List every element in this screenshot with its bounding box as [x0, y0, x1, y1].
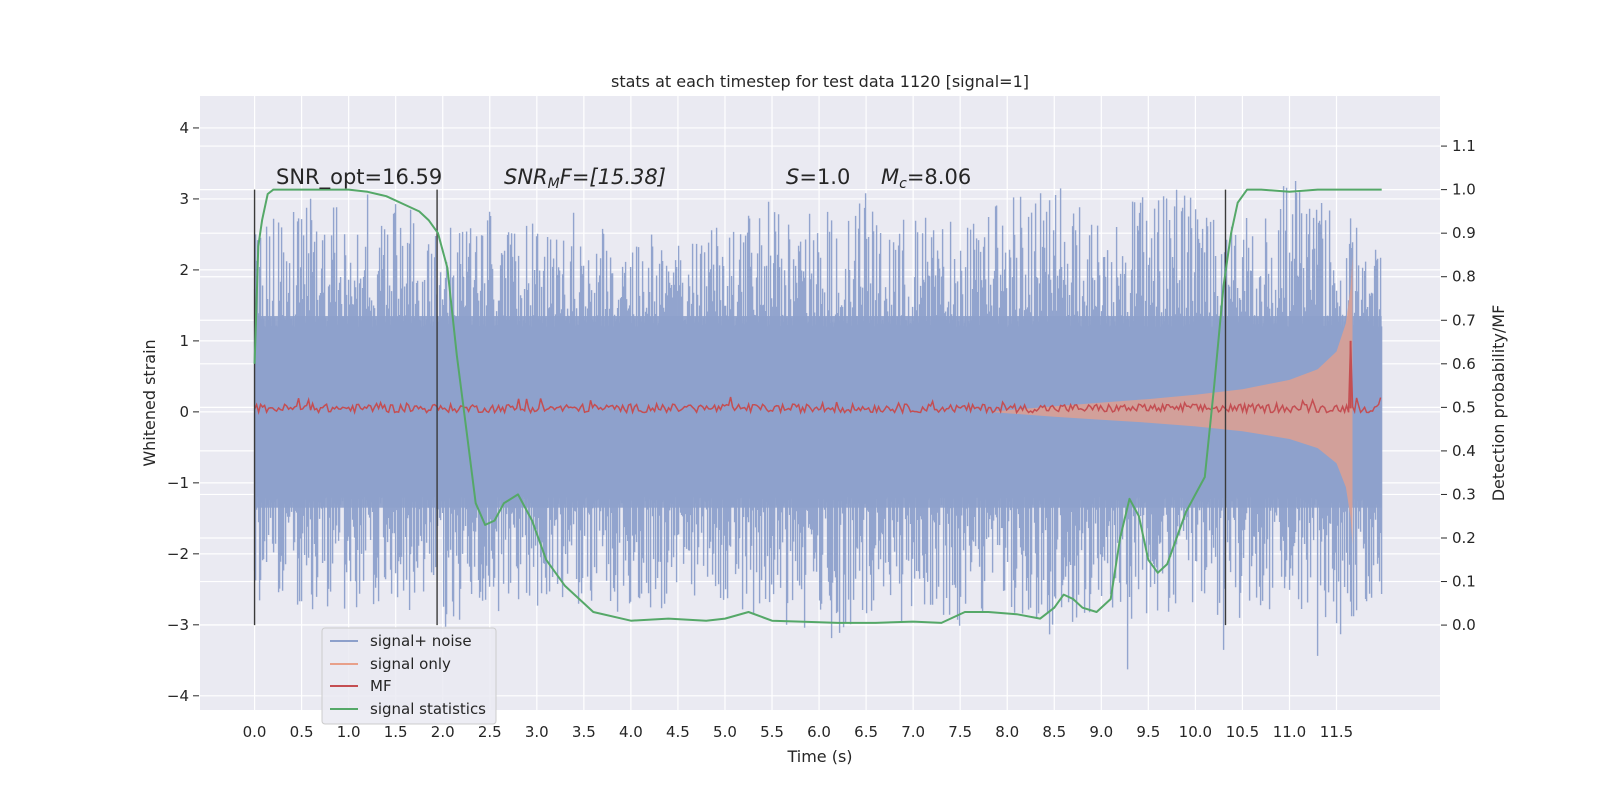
x-tick-label: 0.0 — [243, 723, 267, 741]
signal-only-series — [988, 255, 1353, 545]
x-tick-label: 5.5 — [760, 723, 784, 741]
mf-line — [253, 340, 1382, 416]
mf-series — [253, 340, 1382, 416]
x-tick-label: 8.0 — [995, 723, 1019, 741]
annotation-snr-mf: SNRMF=[15.38] — [504, 165, 666, 192]
x-tick-label: 1.5 — [384, 723, 408, 741]
annotation-mc: Mc=8.06 — [881, 165, 971, 192]
x-tick-label: 11.5 — [1320, 723, 1353, 741]
x-tick-label: 11.0 — [1273, 723, 1306, 741]
legend-label-mf: MF — [370, 677, 392, 695]
y2-tick-label: 0.2 — [1452, 529, 1476, 547]
legend-box — [321, 627, 497, 725]
legend: signal+ noise signal only MF signal stat… — [321, 627, 497, 725]
y-axis-right: 1.1 1.0 0.9 0.8 0.7 0.6 0.5 0.4 0.3 0.2 0.1 0.0 — [1441, 137, 1476, 634]
legend-label-signal-statistics: signal statistics — [370, 700, 486, 718]
signal-statistics-series — [253, 188, 1382, 624]
chart-title: stats at each timestep for test data 112… — [611, 72, 1029, 91]
x-tick-label: 10.0 — [1179, 723, 1212, 741]
x-tick-label: 9.5 — [1136, 723, 1160, 741]
y-axis-left: 4 3 2 1 0 −1 −2 −3 −4 — [167, 119, 199, 705]
x-tick-label: 6.0 — [807, 723, 831, 741]
signal-only-envelope — [988, 255, 1353, 545]
x-tick-label: 10.5 — [1226, 723, 1259, 741]
y2-axis-label: Detection probability/MF — [1489, 305, 1508, 502]
y-axis-label: Whitened strain — [140, 339, 159, 466]
y-tick-label: −3 — [167, 616, 189, 634]
y2-tick-label: 1.1 — [1452, 137, 1476, 155]
y2-tick-label: 1.0 — [1452, 181, 1476, 199]
legend-label-signal-noise: signal+ noise — [370, 632, 472, 650]
y-tick-label: 0 — [179, 403, 189, 421]
x-tick-label: 0.5 — [290, 723, 314, 741]
signal-statistics-line — [253, 188, 1382, 624]
x-tick-label: 4.5 — [666, 723, 690, 741]
y-tick-label: 4 — [179, 119, 189, 137]
x-axis: 0.0 0.5 1.0 1.5 2.0 2.5 3.0 3.5 4.0 4.5 5.0 5.5 6.0 6… — [243, 723, 1354, 741]
y-tick-label: 2 — [179, 261, 189, 279]
annotation-snr-opt: SNR_opt=16.59 — [276, 165, 442, 190]
y2-tick-label: 0.0 — [1452, 616, 1476, 634]
y-tick-label: −4 — [167, 687, 189, 705]
x-tick-label: 5.0 — [713, 723, 737, 741]
x-tick-label: 8.5 — [1042, 723, 1066, 741]
y2-tick-label: 0.5 — [1452, 398, 1476, 416]
x-axis-label: Time (s) — [786, 747, 852, 766]
x-tick-label: 4.0 — [619, 723, 643, 741]
y2-tick-label: 0.1 — [1452, 573, 1476, 591]
y-tick-label: −1 — [167, 474, 189, 492]
x-tick-label: 1.0 — [337, 723, 361, 741]
x-tick-label: 7.5 — [948, 723, 972, 741]
x-tick-label: 2.0 — [431, 723, 455, 741]
y2-tick-label: 0.7 — [1452, 311, 1476, 329]
annotation-s: S=1.0 — [786, 165, 850, 189]
x-tick-label: 3.0 — [525, 723, 549, 741]
y2-tick-label: 0.3 — [1452, 485, 1476, 503]
series-layer — [253, 181, 1383, 670]
y2-tick-label: 0.4 — [1452, 442, 1476, 460]
y2-tick-label: 0.8 — [1452, 268, 1476, 286]
vertical-markers — [253, 189, 1227, 626]
x-tick-label: 6.5 — [854, 723, 878, 741]
x-tick-label: 7.0 — [901, 723, 925, 741]
x-tick-label: 9.0 — [1089, 723, 1113, 741]
y2-tick-label: 0.9 — [1452, 224, 1476, 242]
y2-tick-label: 0.6 — [1452, 355, 1476, 373]
y-tick-label: −2 — [167, 545, 189, 563]
y-tick-label: 3 — [179, 190, 189, 208]
x-tick-label: 3.5 — [572, 723, 596, 741]
annotations: SNR_opt=16.59 SNRMF=[15.38] S=1.0 Mc=8.0… — [276, 165, 971, 192]
y-tick-label: 1 — [179, 332, 189, 350]
x-tick-label: 2.5 — [478, 723, 502, 741]
legend-label-signal-only: signal only — [370, 655, 451, 673]
